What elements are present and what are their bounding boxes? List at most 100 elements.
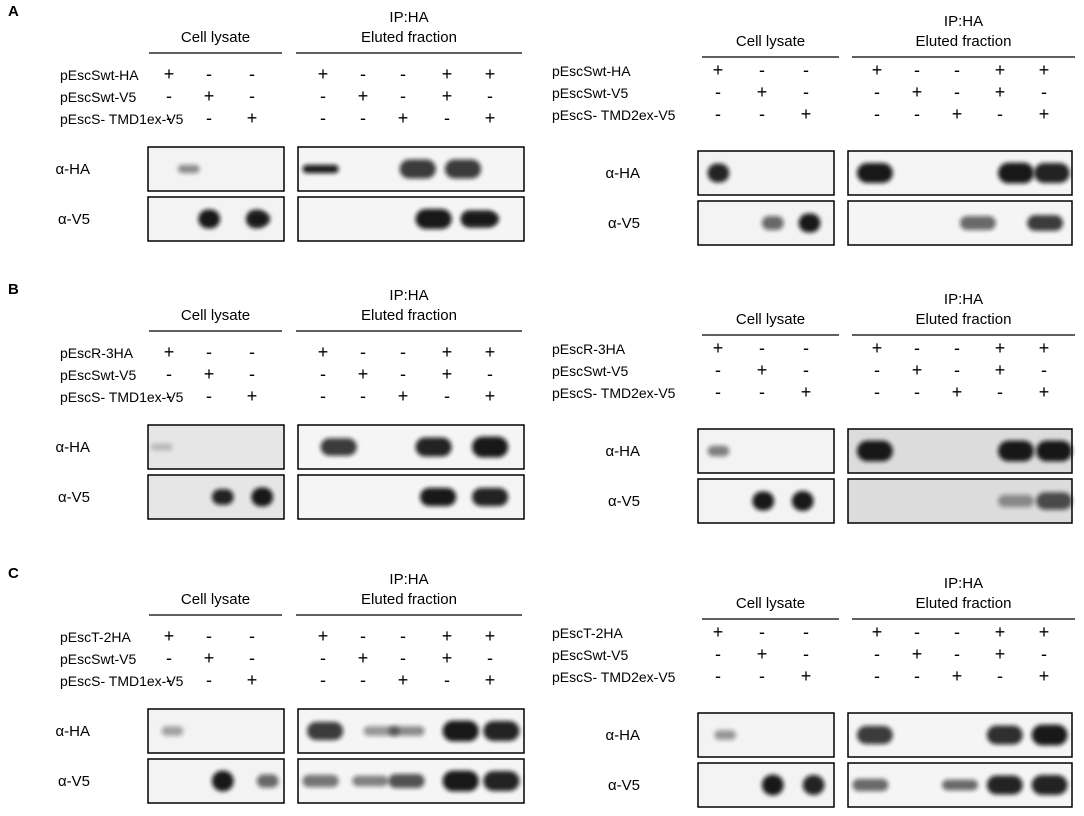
ip-sign: + (952, 104, 963, 124)
ip-sign: + (872, 622, 883, 642)
ha-ip-blot (297, 424, 525, 470)
ip-sign: - (400, 626, 406, 646)
ha-ip-band-2 (415, 437, 452, 457)
v5-ip-blot (847, 762, 1073, 808)
ha-ip-band-3 (472, 436, 509, 458)
ip-sign: - (400, 342, 406, 362)
ha-lysate-band-1 (707, 163, 730, 183)
lysate-sign: - (803, 360, 809, 380)
lysate-sign: - (715, 82, 721, 102)
ha-lysate-blot (697, 150, 835, 196)
v5-ip-band-4 (1031, 775, 1068, 795)
ip-sign: + (485, 64, 496, 84)
lysate-sign: - (249, 364, 255, 384)
ip-sign: - (874, 360, 880, 380)
ip-sign: + (318, 626, 329, 646)
v5-ip-band-1 (852, 778, 889, 792)
construct-label: pEscT-2HA (552, 625, 623, 641)
eluted-fraction-header: Eluted fraction (361, 591, 457, 608)
ip-sign: - (954, 338, 960, 358)
panel-C-right: Cell lysate IP:HA Eluted fraction pEscT-2HA… (552, 575, 1075, 794)
ip-sign: + (912, 82, 923, 102)
lysate-sign: + (164, 342, 175, 362)
v5-ip-band-1 (302, 774, 339, 788)
v5-lysate-band-1 (752, 491, 775, 511)
ip-sign: - (874, 82, 880, 102)
lysate-sign: + (801, 666, 812, 686)
alpha-v5-label: α-V5 (58, 773, 90, 790)
ha-lysate-blot (697, 712, 835, 758)
ip-sign: + (1039, 666, 1050, 686)
cell-lysate-header: Cell lysate (736, 311, 805, 328)
ha-ip-band-1 (856, 725, 893, 745)
construct-label: pEscS- TMD2ex-V5 (552, 669, 676, 685)
ip-sign: - (954, 360, 960, 380)
ip-header: IP:HA (944, 575, 983, 592)
ip-sign: + (442, 86, 453, 106)
ip-sign: + (358, 648, 369, 668)
construct-label: pEscSwt-V5 (552, 363, 628, 379)
ip-header: IP:HA (389, 9, 428, 26)
lysate-sign: - (206, 386, 212, 406)
lysate-sign: + (713, 60, 724, 80)
ha-ip-band-3 (444, 159, 482, 179)
v5-ip-band-1 (960, 215, 996, 231)
ip-sign: + (442, 64, 453, 84)
lysate-sign: + (247, 670, 258, 690)
ip-sign: - (487, 364, 493, 384)
lysate-sign: - (206, 108, 212, 128)
ha-ip-band-3 (1036, 440, 1072, 462)
lysate-sign: + (164, 626, 175, 646)
panel-B-left: Cell lysate IP:HA Eluted fraction pEscR-3HA… (55, 287, 522, 506)
cell-lysate-header: Cell lysate (181, 591, 250, 608)
alpha-ha-label: α-HA (55, 161, 90, 178)
v5-ip-band-2 (1036, 492, 1072, 510)
ip-sign: - (487, 648, 493, 668)
lysate-sign: + (757, 82, 768, 102)
lysate-sign: - (803, 338, 809, 358)
ha-ip-band-2 (998, 440, 1034, 462)
v5-ip-band-2 (942, 779, 978, 791)
ip-sign: - (874, 644, 880, 664)
ha-ip-band-4 (442, 720, 479, 742)
v5-ip-band-4 (442, 770, 479, 792)
ip-sign: + (485, 670, 496, 690)
ip-sign: + (442, 364, 453, 384)
lysate-sign: - (759, 382, 765, 402)
lysate-sign: - (166, 648, 172, 668)
ip-sign: + (995, 644, 1006, 664)
ip-sign: - (360, 64, 366, 84)
v5-lysate-band-3 (248, 213, 271, 225)
ip-sign: - (444, 386, 450, 406)
cell-lysate-header: Cell lysate (181, 307, 250, 324)
panel-B-right: Cell lysate IP:HA Eluted fraction pEscR-3HA… (552, 291, 1075, 510)
ha-ip-blot (297, 708, 525, 754)
cell-lysate-header: Cell lysate (181, 29, 250, 46)
lysate-sign: + (713, 338, 724, 358)
construct-label: pEscSwt-V5 (60, 367, 136, 383)
v5-ip-band-1 (415, 209, 452, 229)
ha-lysate-band-1 (177, 164, 200, 174)
ha-lysate-blot (147, 708, 285, 754)
ip-header: IP:HA (389, 571, 428, 588)
v5-ip-band-2 (352, 775, 389, 787)
v5-lysate-band-1 (198, 209, 221, 229)
ip-header: IP:HA (944, 291, 983, 308)
eluted-fraction-header: Eluted fraction (916, 311, 1012, 328)
ip-sign: + (358, 364, 369, 384)
lysate-sign: - (803, 60, 809, 80)
ip-sign: - (400, 86, 406, 106)
construct-label: pEscS- TMD2ex-V5 (552, 385, 676, 401)
ha-ip-band-1 (307, 721, 344, 741)
lysate-sign: - (715, 666, 721, 686)
v5-lysate-band-2 (251, 487, 274, 507)
ip-sign: - (487, 86, 493, 106)
eluted-fraction-header: Eluted fraction (361, 307, 457, 324)
ha-ip-band-2 (399, 159, 436, 179)
ip-sign: + (442, 648, 453, 668)
lysate-sign: - (249, 648, 255, 668)
v5-ip-blot (847, 478, 1073, 524)
panel-label-C: C (8, 565, 19, 582)
ha-lysate-blot (147, 424, 285, 470)
v5-lysate-band-1 (211, 770, 234, 792)
